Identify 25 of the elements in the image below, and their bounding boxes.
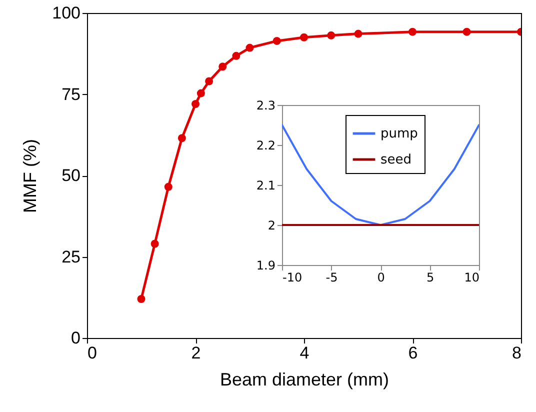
x-tick-label: 8 [512,344,522,362]
y-tick-label: 1.9 [256,258,276,272]
x-tick-label: 6 [408,344,418,362]
y-tick-label: 50 [62,166,80,185]
x-tick-label: -10 [282,270,302,284]
y-axis-title: MMF (%) [20,139,40,213]
legend-label: pump [380,126,418,142]
y-tick-label: 75 [62,84,80,104]
line-series [282,124,479,226]
x-tick-label: -5 [326,270,338,284]
y-tick-label: 25 [62,247,80,266]
y-tick-label: 2.3 [256,98,276,112]
x-tick-label: 5 [426,270,434,284]
x-tick-label: 2 [191,344,201,362]
y-tick-label: 0 [71,328,80,348]
y-tick-label: 2 [268,218,276,232]
y-tick-label: 2.1 [256,178,276,192]
x-tick-label: 4 [300,344,310,362]
x-tick-label: 10 [464,270,480,284]
x-tick-label: 0 [88,344,97,362]
y-tick-label: 2.2 [256,138,276,152]
y-tick-label: 100 [52,4,80,22]
legend-label: seed [380,152,412,168]
x-tick-label: 0 [377,270,385,284]
x-axis-title: Beam diameter (mm) [220,370,390,390]
